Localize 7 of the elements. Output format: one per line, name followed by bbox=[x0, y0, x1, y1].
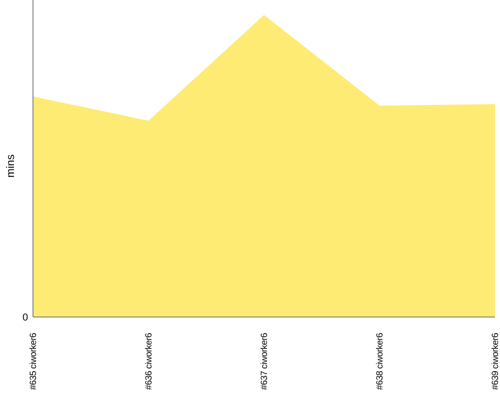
x-tick-label: #637 ciworker6 bbox=[259, 332, 269, 390]
x-tick-label: #639 ciworker6 bbox=[490, 332, 500, 390]
x-tick-label: #636 ciworker6 bbox=[144, 332, 154, 390]
text: 0 bbox=[22, 312, 28, 324]
x-tick-label: #635 ciworker6 bbox=[28, 332, 38, 390]
y-axis-title: mins bbox=[5, 154, 17, 178]
x-tick-label: #638 ciworker6 bbox=[374, 332, 384, 390]
